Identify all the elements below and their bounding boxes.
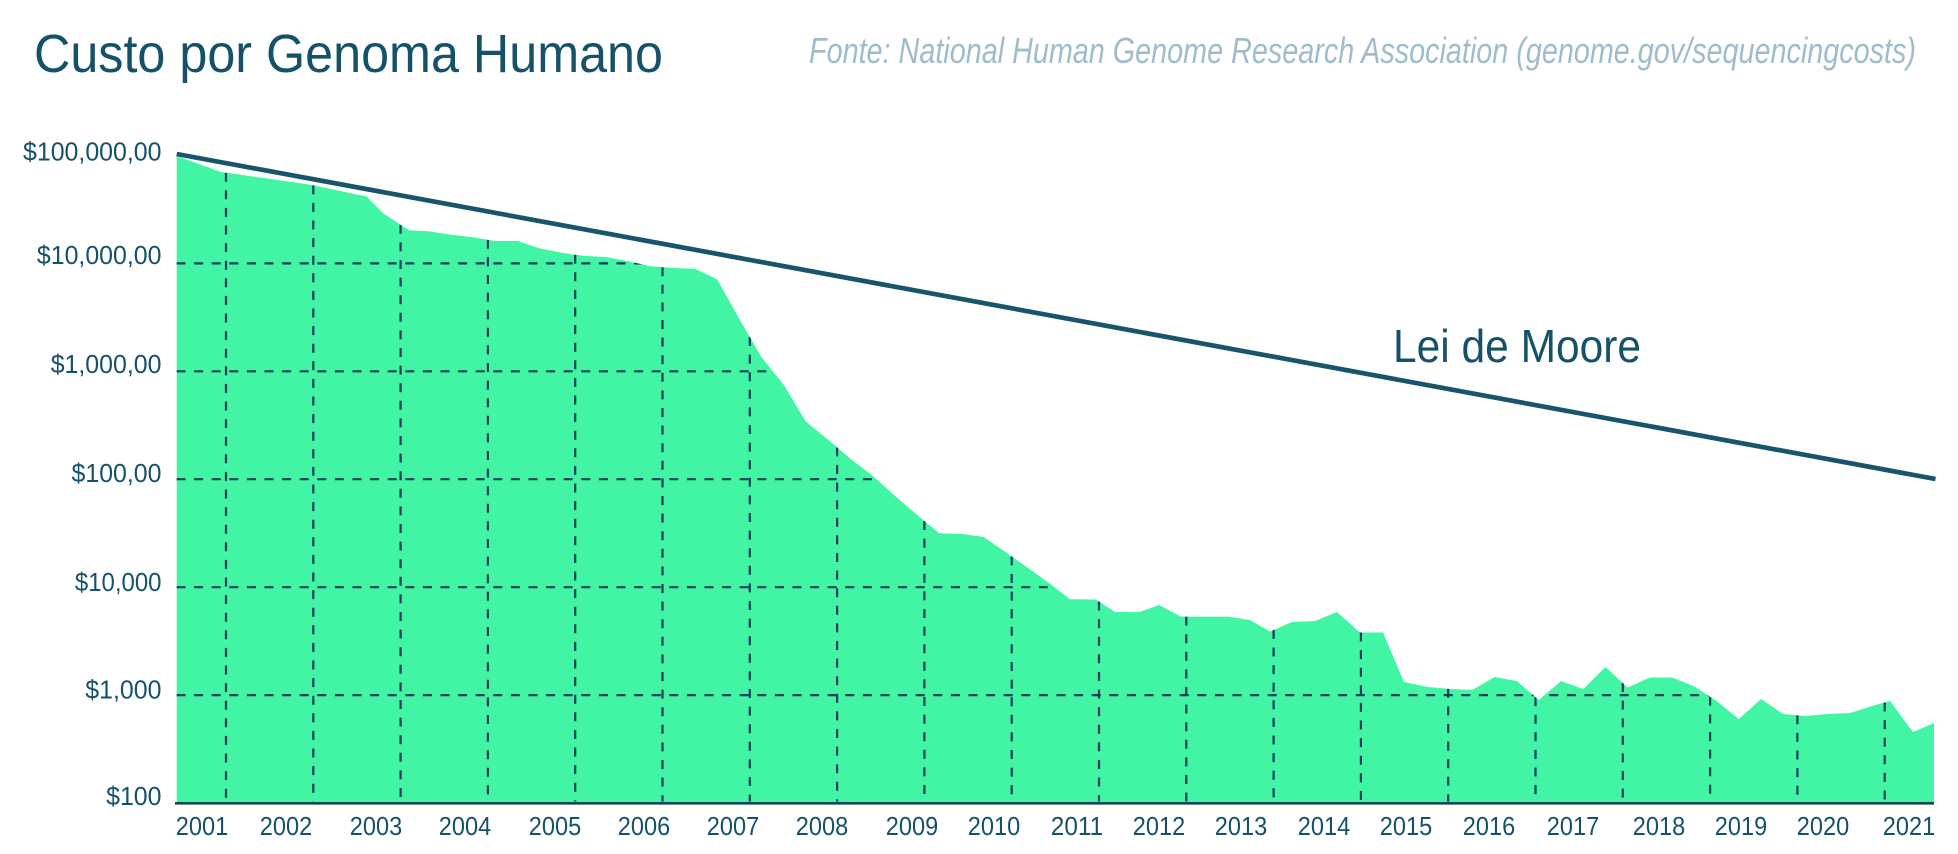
svg-text:Lei de Moore: Lei de Moore (1393, 320, 1641, 372)
svg-text:2016: 2016 (1463, 811, 1515, 841)
svg-text:2009: 2009 (886, 811, 938, 841)
svg-text:2002: 2002 (260, 811, 312, 841)
svg-text:2005: 2005 (529, 811, 581, 841)
svg-text:2017: 2017 (1547, 811, 1599, 841)
svg-text:2014: 2014 (1298, 811, 1350, 841)
svg-text:2006: 2006 (618, 811, 670, 841)
svg-text:2013: 2013 (1215, 811, 1267, 841)
svg-text:$100,00: $100,00 (72, 458, 162, 488)
svg-text:Fonte: National Human Genome R: Fonte: National Human Genome Research As… (809, 30, 1916, 71)
svg-text:2020: 2020 (1797, 811, 1849, 841)
svg-text:$1,000: $1,000 (85, 675, 161, 705)
svg-text:2008: 2008 (796, 811, 848, 841)
svg-text:Custo por Genoma Humano: Custo por Genoma Humano (34, 24, 663, 84)
svg-text:2007: 2007 (707, 811, 759, 841)
svg-text:2012: 2012 (1133, 811, 1185, 841)
svg-text:2019: 2019 (1715, 811, 1767, 841)
svg-text:2001: 2001 (176, 811, 228, 841)
svg-text:2015: 2015 (1380, 811, 1432, 841)
svg-text:2004: 2004 (439, 811, 491, 841)
svg-text:$10,000,00: $10,000,00 (37, 240, 162, 270)
svg-text:2003: 2003 (350, 811, 402, 841)
svg-text:2010: 2010 (968, 811, 1020, 841)
svg-text:2018: 2018 (1633, 811, 1685, 841)
svg-text:$100: $100 (106, 781, 161, 811)
svg-text:$1,000,00: $1,000,00 (51, 349, 162, 379)
svg-text:$100,000,00: $100,000,00 (23, 137, 162, 167)
svg-text:2021: 2021 (1883, 811, 1935, 841)
svg-text:2011: 2011 (1051, 811, 1103, 841)
svg-text:$10,000: $10,000 (75, 567, 162, 597)
